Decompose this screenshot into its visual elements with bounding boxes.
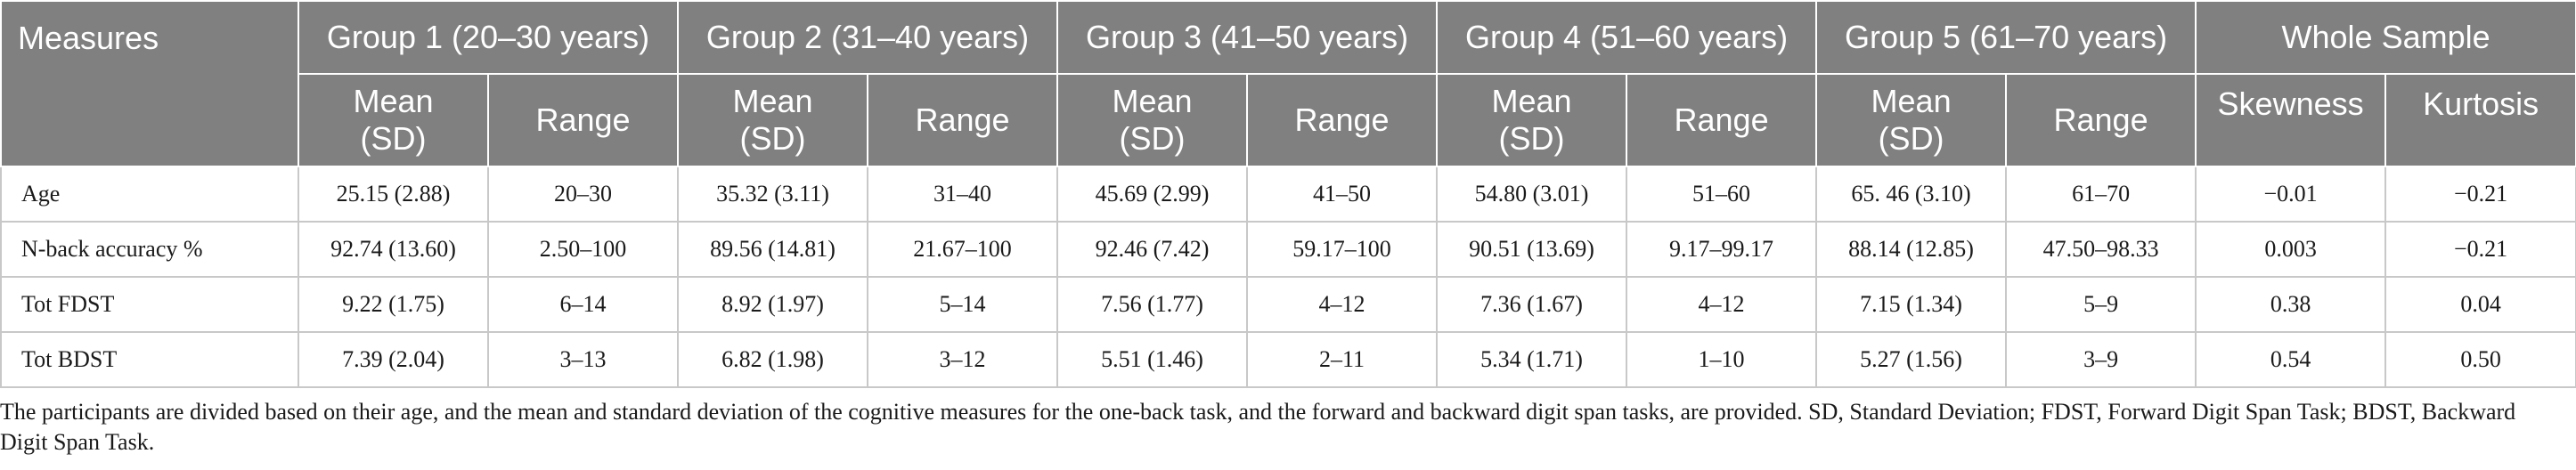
- table-cell: 6–14: [486, 276, 680, 333]
- table-cell: 88.14 (12.85): [1815, 221, 2008, 278]
- header-group-2: Group 2 (31–40 years): [677, 0, 1059, 75]
- subheader-range: Range: [867, 73, 1059, 167]
- table-cell: 7.15 (1.34): [1815, 276, 2008, 333]
- table-cell: 7.36 (1.67): [1436, 276, 1628, 333]
- table-cell: 2–11: [1246, 331, 1439, 388]
- row-label: N-back accuracy %: [0, 221, 299, 278]
- table-cell: 3–13: [486, 331, 680, 388]
- subheader-range: Range: [1246, 73, 1439, 167]
- subheader-range: Range: [486, 73, 680, 167]
- table-cell: 20–30: [486, 166, 680, 223]
- subheader-mean-sd: Mean (SD): [1436, 73, 1628, 167]
- table-cell: 0.50: [2384, 331, 2576, 388]
- table-row: Tot BDST 7.39 (2.04) 3–13 6.82 (1.98) 3–…: [0, 331, 2576, 388]
- subheader-mean-sd: Mean (SD): [1056, 73, 1249, 167]
- table-cell: 6.82 (1.98): [677, 331, 869, 388]
- table-cell: 41–50: [1246, 166, 1439, 223]
- subheader-range: Range: [2005, 73, 2197, 167]
- mean-label: Mean: [732, 83, 813, 119]
- header-group-5: Group 5 (61–70 years): [1815, 0, 2197, 75]
- table-cell: 92.46 (7.42): [1056, 221, 1249, 278]
- table-cell: 8.92 (1.97): [677, 276, 869, 333]
- table-row: Tot FDST 9.22 (1.75) 6–14 8.92 (1.97) 5–…: [0, 276, 2576, 333]
- table-cell: 7.56 (1.77): [1056, 276, 1249, 333]
- table-cell: 5.34 (1.71): [1436, 331, 1628, 388]
- row-label: Tot FDST: [0, 276, 299, 333]
- mean-label: Mean: [1871, 83, 1952, 119]
- table-cell: 21.67–100: [867, 221, 1059, 278]
- table-cell: 65. 46 (3.10): [1815, 166, 2008, 223]
- header-group-1: Group 1 (20–30 years): [297, 0, 680, 75]
- sd-label: (SD): [1119, 120, 1186, 157]
- table-cell: 0.54: [2195, 331, 2387, 388]
- table-row: Age 25.15 (2.88) 20–30 35.32 (3.11) 31–4…: [0, 166, 2576, 223]
- header-group-4: Group 4 (51–60 years): [1436, 0, 1818, 75]
- table-cell: −0.01: [2195, 166, 2387, 223]
- header-group-3: Group 3 (41–50 years): [1056, 0, 1439, 75]
- data-table: Measures Group 1 (20–30 years) Group 2 (…: [0, 0, 2576, 388]
- table-cell: 3–12: [867, 331, 1059, 388]
- header-whole-sample: Whole Sample: [2195, 0, 2576, 75]
- sd-label: (SD): [739, 120, 806, 157]
- table-cell: 25.15 (2.88): [298, 166, 489, 223]
- mean-label: Mean: [1112, 83, 1193, 119]
- table-container: Measures Group 1 (20–30 years) Group 2 (…: [0, 0, 2576, 388]
- table-cell: 9.22 (1.75): [298, 276, 489, 333]
- table-cell: 89.56 (14.81): [677, 221, 869, 278]
- table-cell: 61–70: [2005, 166, 2197, 223]
- table-cell: 9.17–99.17: [1626, 221, 1818, 278]
- sd-label: (SD): [1498, 120, 1565, 157]
- table-cell: 45.69 (2.99): [1056, 166, 1249, 223]
- subheader-mean-sd: Mean (SD): [677, 73, 869, 167]
- table-cell: 5.27 (1.56): [1815, 331, 2008, 388]
- subheader-mean-sd: Mean (SD): [1815, 73, 2008, 167]
- table-cell: 47.50–98.33: [2005, 221, 2197, 278]
- table-cell: −0.21: [2384, 221, 2576, 278]
- subheader-kurtosis: Kurtosis: [2384, 73, 2576, 167]
- subheader-mean-sd: Mean (SD): [298, 73, 489, 167]
- row-label: Age: [0, 166, 299, 223]
- table-row: N-back accuracy % 92.74 (13.60) 2.50–100…: [0, 221, 2576, 278]
- sd-label: (SD): [360, 120, 427, 157]
- subheader-skewness: Skewness: [2195, 73, 2387, 167]
- table-cell: 5–14: [867, 276, 1059, 333]
- table-cell: −0.21: [2384, 166, 2576, 223]
- table-cell: 2.50–100: [486, 221, 680, 278]
- table-cell: 0.04: [2384, 276, 2576, 333]
- table-cell: 31–40: [867, 166, 1059, 223]
- table-cell: 4–12: [1626, 276, 1818, 333]
- subheader-range: Range: [1626, 73, 1818, 167]
- row-label: Tot BDST: [0, 331, 299, 388]
- mean-label: Mean: [1491, 83, 1572, 119]
- table-cell: 59.17–100: [1246, 221, 1439, 278]
- table-cell: 0.38: [2195, 276, 2387, 333]
- table-cell: 1–10: [1626, 331, 1818, 388]
- table-cell: 0.003: [2195, 221, 2387, 278]
- header-row-subheaders: Mean (SD) Range Mean (SD) Range Mean (SD) R…: [1, 73, 2576, 167]
- mean-label: Mean: [353, 83, 434, 119]
- table-cell: 51–60: [1626, 166, 1818, 223]
- table-cell: 3–9: [2005, 331, 2197, 388]
- table-cell: 5–9: [2005, 276, 2197, 333]
- table-cell: 54.80 (3.01): [1436, 166, 1628, 223]
- header-row-groups: Measures Group 1 (20–30 years) Group 2 (…: [0, 0, 2576, 167]
- table-cell: 5.51 (1.46): [1056, 331, 1249, 388]
- table-cell: 7.39 (2.04): [298, 331, 489, 388]
- table-cell: 4–12: [1246, 276, 1439, 333]
- table-cell: 35.32 (3.11): [677, 166, 869, 223]
- header-measures: Measures: [0, 0, 299, 167]
- sd-label: (SD): [1878, 120, 1944, 157]
- table-cell: 90.51 (13.69): [1436, 221, 1628, 278]
- table-cell: 92.74 (13.60): [298, 221, 489, 278]
- table-footnote: The participants are divided based on th…: [0, 399, 2516, 455]
